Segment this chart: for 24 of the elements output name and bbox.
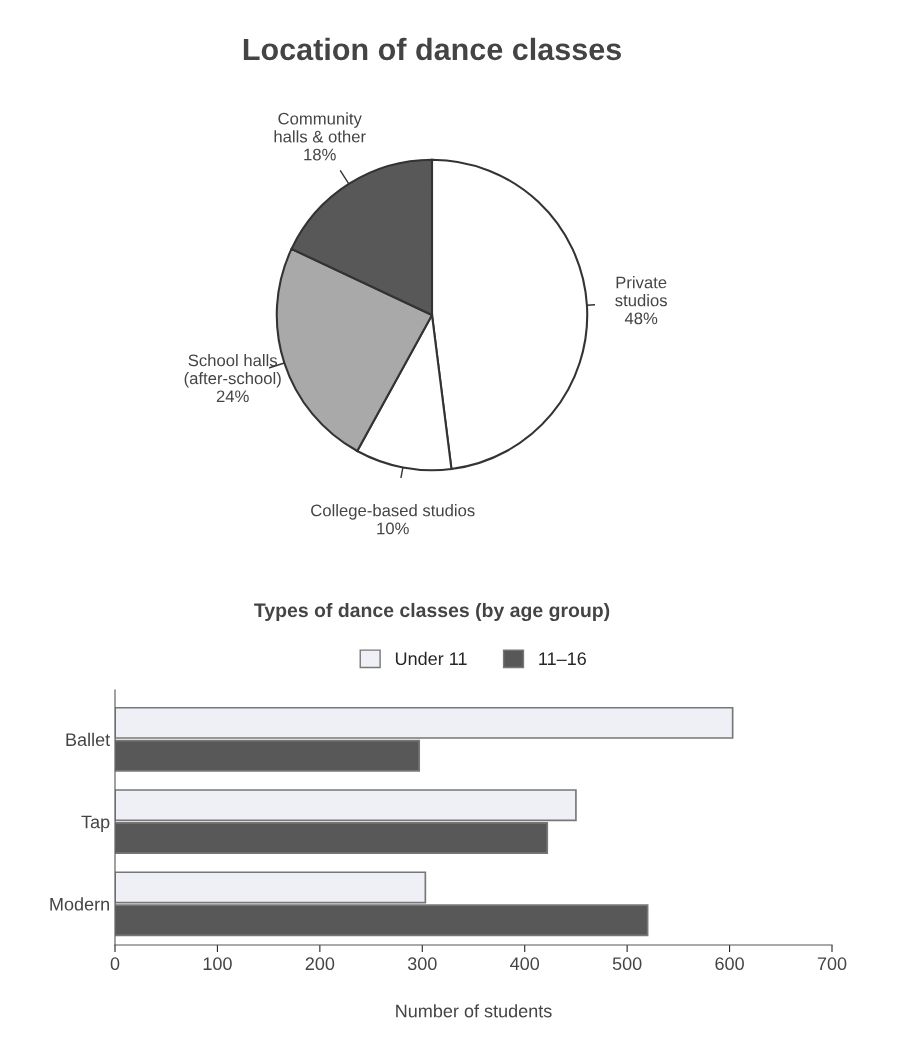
y-tick-label: Tap bbox=[81, 815, 110, 832]
x-tick-label: 400 bbox=[510, 957, 540, 971]
data-label: 24% bbox=[216, 390, 249, 403]
y-tick-label: Modern bbox=[50, 897, 109, 911]
x-tick-label: 300 bbox=[407, 957, 437, 971]
legend-label: 11–16 bbox=[539, 652, 586, 666]
x-tick-label: 0 bbox=[110, 957, 120, 971]
slice-label: College-based studios bbox=[311, 504, 475, 520]
x-axis-title: Number of students bbox=[396, 1004, 552, 1018]
data-label: 18% bbox=[304, 148, 336, 161]
x-tick-label: 200 bbox=[305, 957, 335, 971]
x-tick-label: 600 bbox=[715, 957, 744, 971]
y-tick-label: Ballet bbox=[66, 732, 111, 747]
x-tick-label: 700 bbox=[817, 957, 847, 971]
chart-title: Location of dance classes bbox=[243, 37, 621, 61]
slice-label: School halls (after-school) bbox=[184, 354, 281, 388]
legend-label: Under 11 bbox=[395, 651, 467, 666]
chart-title: Types of dance classes (by age group) bbox=[254, 602, 610, 622]
x-tick-label: 500 bbox=[612, 957, 642, 971]
slice-label: Community halls & other bbox=[274, 112, 366, 143]
data-label: 48% bbox=[624, 312, 658, 325]
x-tick-label: 100 bbox=[203, 957, 232, 971]
slice-label: Private studios bbox=[615, 276, 667, 307]
data-label: 10% bbox=[377, 522, 409, 535]
